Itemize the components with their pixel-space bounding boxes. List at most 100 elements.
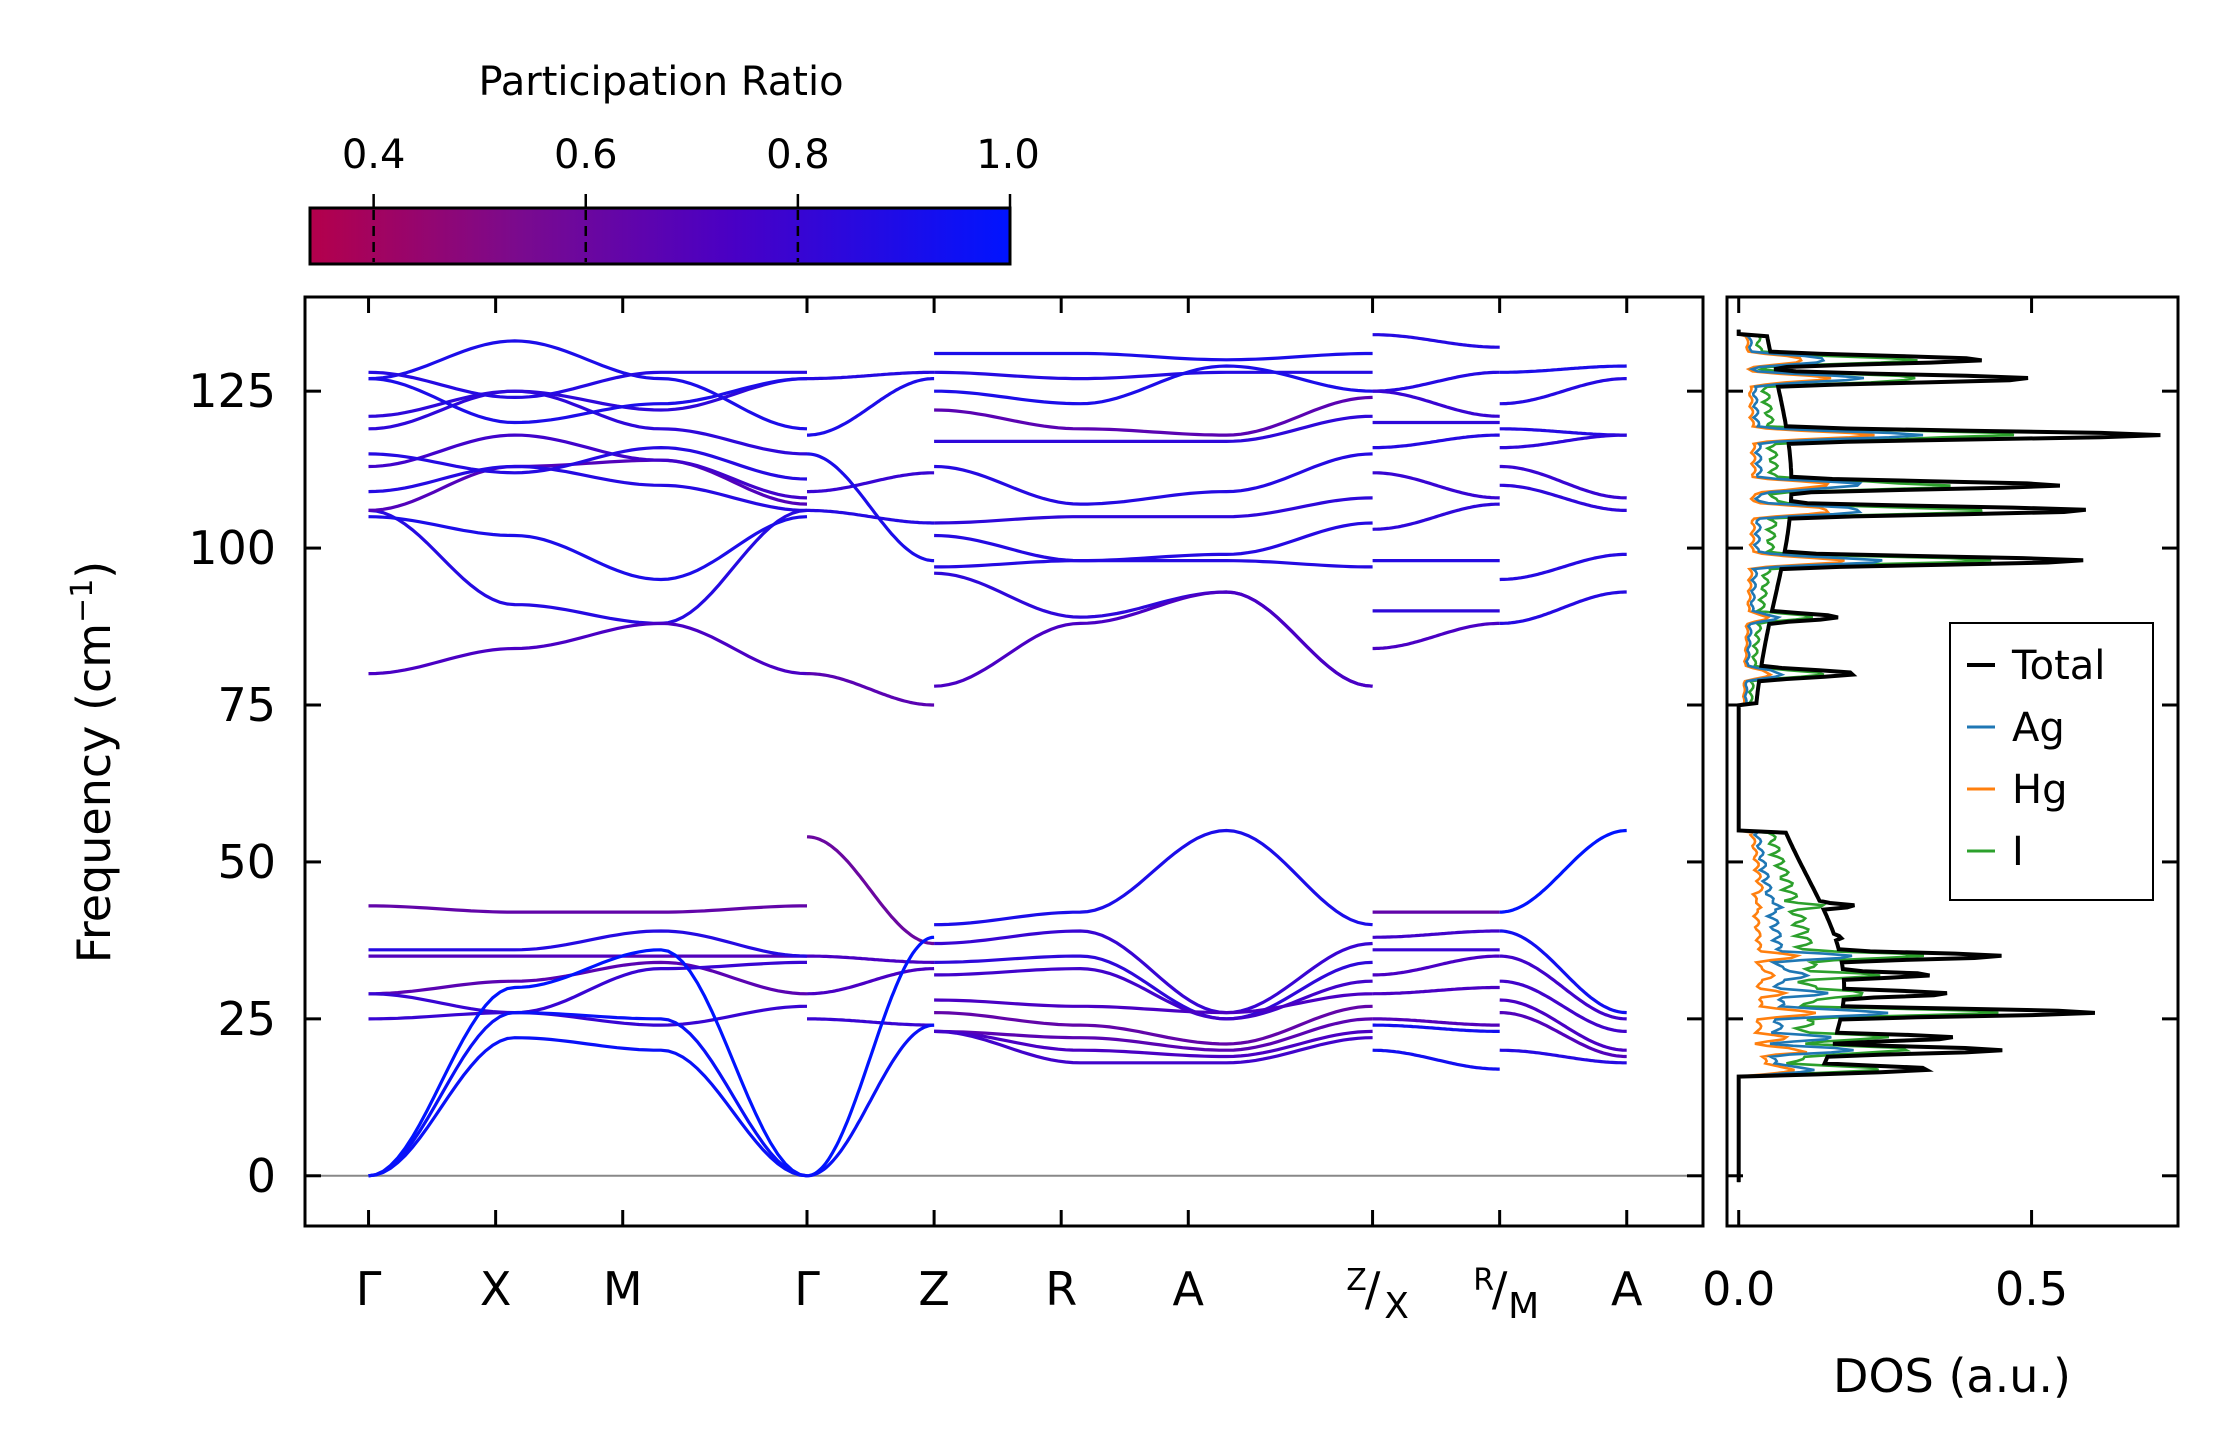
band-line-z-r-a-z [934,351,1373,362]
colorbar-gradient [308,206,1012,266]
band-line-gamma-x-m-gamma [368,515,808,582]
band-line-x-r [1372,985,1500,996]
x-tick-label: A [1611,1262,1643,1316]
band-line-m-a [1499,1048,1627,1065]
band-line-gamma-x-m-gamma [368,929,808,958]
band-line-gamma-z [807,672,935,707]
y-tick-label: 100 [188,521,276,575]
band-line-gamma-x-m-gamma [368,1011,808,1178]
band-line-gamma-x-m-gamma [368,464,808,512]
band-line-m-a [1499,954,1627,1021]
band-line-gamma-x-m-gamma [368,445,808,481]
legend-label-ag: Ag [2012,705,2065,751]
dos-x-tick-label: 0.0 [1702,1262,1775,1316]
band-line-m-a [1499,552,1627,582]
band-line-gamma-x-m-gamma [368,960,807,1015]
legend-frame [1949,622,2154,901]
x-tick-label-slash: / [1365,1262,1381,1316]
band-line-z-r-a-z [934,1017,1373,1052]
band-line-gamma-z [807,471,935,494]
band-line-z-r-a-z [934,364,1373,406]
band-line-gamma-x-m-gamma [368,960,808,996]
band-line-gamma-z [806,967,935,996]
legend-label-i: I [2012,829,2024,875]
band-line-x-r [1372,929,1500,939]
colorbar-tick-label: 0.6 [554,132,618,178]
band-line-z-r-a-z [934,395,1373,437]
band-line-gamma-z [806,835,935,946]
y-tick-label: 0 [247,1149,276,1203]
band-line-m-a [1499,364,1627,374]
y-axis-label-sup: −1 [65,579,100,623]
band-line-x-r [1372,502,1500,531]
legend-label-hg: Hg [2012,767,2067,813]
y-tick-label: 25 [217,992,276,1046]
band-line-gamma-z [807,1017,935,1027]
band-line-m-a [1499,483,1627,512]
colorbar-tick-label: 0.8 [766,132,830,178]
x-tick-label-upper: R [1473,1263,1494,1298]
band-line-z-r-a-z [934,496,1373,525]
band-line-gamma-x-m-gamma [368,1004,808,1027]
colorbar: Participation Ratio 0.4 0.6 0.8 1.0 [308,59,1040,266]
y-tick-label: 50 [217,835,276,889]
band-line-z-r-a-z [934,929,1373,1015]
band-line-gamma-z [806,1023,935,1178]
band-line-z-r-a-z [934,370,1373,381]
band-line-z-r-a-z [934,571,1373,688]
band-line-m-a [1499,464,1627,500]
legend: Total Ag Hg I [1949,622,2154,901]
y-tick-label: 125 [188,364,276,418]
band-line-x-r [1372,433,1500,450]
band-line-m-a [1499,929,1627,1015]
band-line-z-r-a-z [934,521,1373,563]
band-line-x-r [1372,1017,1500,1027]
dos-x-tick-label: 0.5 [1995,1262,2068,1316]
x-tick-label: M [603,1262,643,1316]
band-line-m-a [1499,433,1627,450]
x-tick-label-upper: Z [1346,1263,1367,1298]
x-tick-label: Γ [356,1262,382,1316]
band-line-z-r-a-z [934,1004,1373,1046]
band-line-z-r-a-z [934,1029,1373,1065]
x-tick-label: R [1045,1262,1077,1316]
y-axis-label-main: Frequency (cm [67,623,121,963]
band-line-m-a [1499,979,1627,1033]
band-line-gamma-x-m-gamma [368,621,808,676]
band-line-z-r-a-z [934,1029,1373,1059]
dos-plot: 0.0 0.5 DOS (a.u.) Total Ag Hg I [1702,295,2180,1403]
y-axis-label: Frequency (cm−1) [65,561,121,964]
dos-x-axis-label: DOS (a.u.) [1833,1349,2071,1403]
band-line-m-a [1499,427,1627,437]
x-tick-label: A [1173,1262,1205,1316]
band-line-gamma-z [806,452,935,563]
legend-label-total: Total [2011,643,2105,689]
x-tick-label: X [480,1262,512,1316]
band-line-gamma-z [807,954,935,964]
x-tick-label: Γ [794,1262,820,1316]
band-line-gamma-z [807,377,935,437]
band-line-x-r [1372,370,1500,393]
band-line-z-r-a-z [934,559,1373,569]
band-line-z-r-a-z [934,992,1373,1015]
band-line-gamma-x-m-gamma [368,389,808,456]
dos-curve-total [1736,329,2161,1183]
band-line-m-a [1499,377,1627,406]
band-line-gamma-z [807,370,935,381]
x-tick-label-lower: M [1508,1286,1539,1327]
band-line-m-a [1499,590,1627,625]
band-line-x-r [1372,621,1500,651]
band-line-z-r-a-z [934,828,1373,927]
band-line-x-r [1372,471,1500,500]
band-line-gamma-x-m-gamma [368,458,808,512]
band-line-z-r-a-z [934,590,1373,688]
colorbar-title: Participation Ratio [478,59,843,105]
band-line-gamma-x-m-gamma [368,377,808,418]
x-tick-label-lower: X [1384,1286,1409,1327]
band-line-gamma-z [806,935,935,1178]
band-line-x-r [1372,954,1500,977]
band-line-gamma-x-m-gamma [368,1036,808,1178]
dos-axes-frame [1725,295,2180,1228]
